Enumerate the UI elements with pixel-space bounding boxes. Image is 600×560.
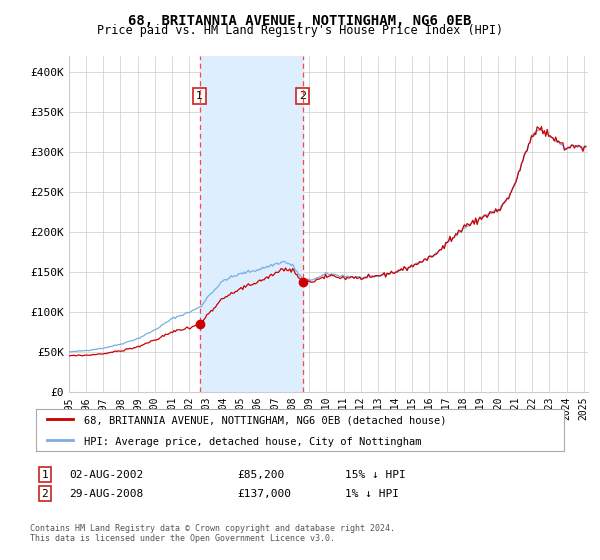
Text: Contains HM Land Registry data © Crown copyright and database right 2024.: Contains HM Land Registry data © Crown c… — [30, 524, 395, 533]
Text: 68, BRITANNIA AVENUE, NOTTINGHAM, NG6 0EB (detached house): 68, BRITANNIA AVENUE, NOTTINGHAM, NG6 0E… — [83, 416, 446, 426]
Text: Price paid vs. HM Land Registry's House Price Index (HPI): Price paid vs. HM Land Registry's House … — [97, 24, 503, 37]
Text: This data is licensed under the Open Government Licence v3.0.: This data is licensed under the Open Gov… — [30, 534, 335, 543]
Text: 68, BRITANNIA AVENUE, NOTTINGHAM, NG6 0EB: 68, BRITANNIA AVENUE, NOTTINGHAM, NG6 0E… — [128, 14, 472, 28]
Text: 15% ↓ HPI: 15% ↓ HPI — [345, 470, 406, 480]
Text: 1: 1 — [196, 91, 203, 101]
Text: 29-AUG-2008: 29-AUG-2008 — [69, 489, 143, 499]
Text: £85,200: £85,200 — [237, 470, 284, 480]
Text: £137,000: £137,000 — [237, 489, 291, 499]
Text: 1: 1 — [41, 470, 49, 480]
Text: 2: 2 — [299, 91, 306, 101]
Text: 2: 2 — [41, 489, 49, 499]
Text: 1% ↓ HPI: 1% ↓ HPI — [345, 489, 399, 499]
Bar — [200, 56, 303, 392]
Text: 02-AUG-2002: 02-AUG-2002 — [69, 470, 143, 480]
Text: HPI: Average price, detached house, City of Nottingham: HPI: Average price, detached house, City… — [83, 437, 421, 446]
